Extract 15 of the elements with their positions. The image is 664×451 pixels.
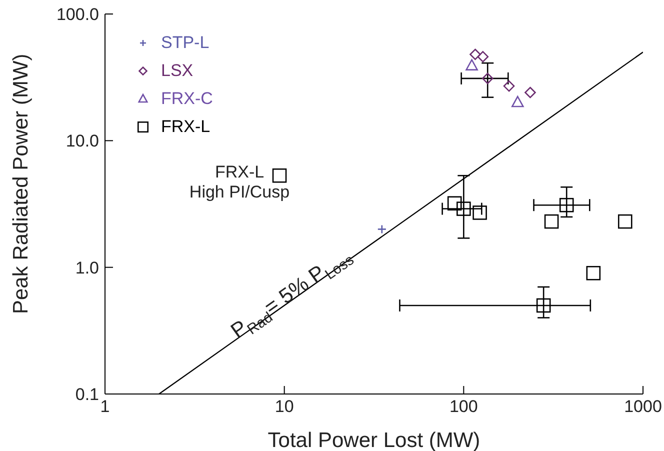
x-tick-label: 10 (274, 397, 294, 416)
annotation: FRX-L High PI/Cusp (189, 162, 290, 202)
x-tick-label: 100 (449, 397, 478, 416)
y-tick-label: 100.0 (56, 5, 99, 24)
x-axis-title: Total Power Lost (MW) (268, 429, 480, 451)
legend-label: STP-L (161, 33, 210, 53)
y-tick-label: 1.0 (75, 258, 99, 278)
y-axis-title: Peak Radiated Power (MW) (9, 54, 32, 314)
y-tick-label: 10.0 (66, 132, 99, 151)
y-tick-label: 0.1 (75, 385, 99, 404)
legend-label: FRX-L (161, 117, 210, 137)
x-tick-label: 1 (100, 397, 110, 416)
x-tick-label: 1000 (624, 397, 662, 416)
legend-label: FRX-C (161, 89, 213, 109)
legend-label: LSX (161, 61, 194, 81)
